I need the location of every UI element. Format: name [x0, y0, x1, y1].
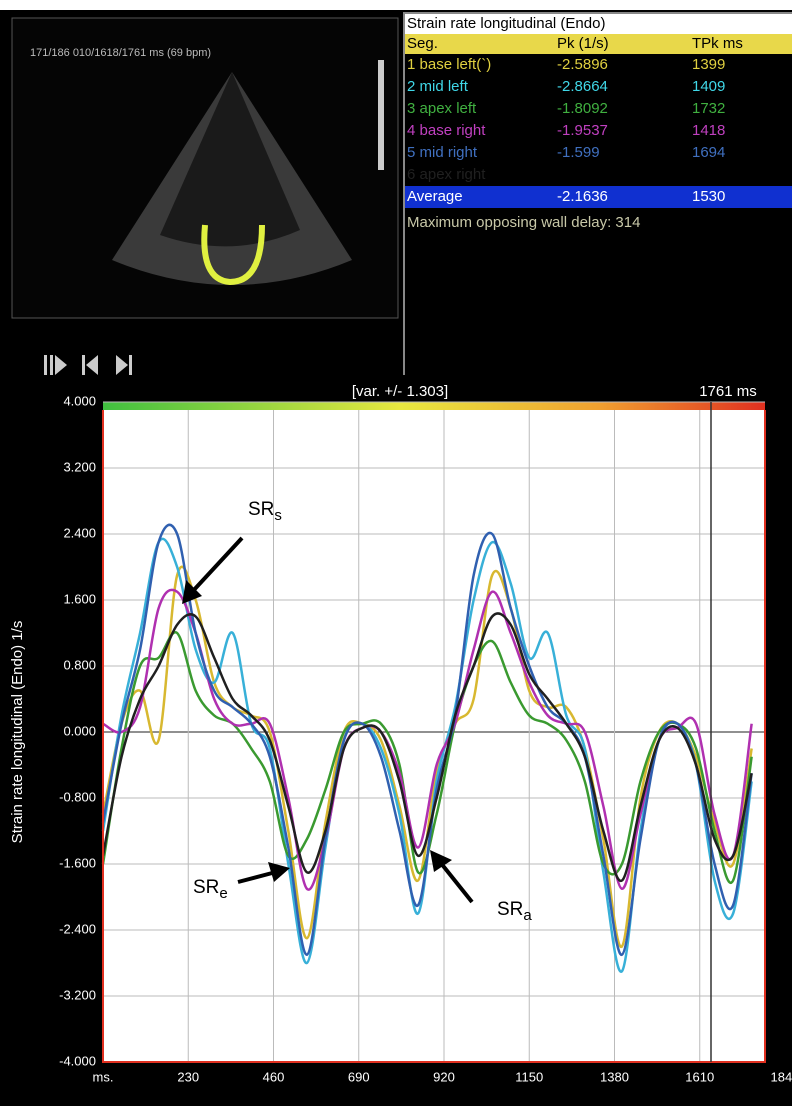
x-tick-label: 1150: [515, 1069, 543, 1084]
y-axis-label: Strain rate longitudinal (Endo) 1/s: [9, 621, 26, 844]
cell: 1409: [692, 78, 726, 95]
x-tick-label: 1380: [600, 1069, 629, 1084]
player-controls[interactable]: [44, 355, 132, 375]
cell: 1694: [692, 144, 726, 161]
series-line: [101, 565, 753, 948]
x-tick-label: 1610: [685, 1069, 714, 1084]
table-row: 6 apex right: [405, 164, 792, 186]
y-tick-label: -2.400: [59, 921, 96, 936]
cell: 6 apex right: [407, 166, 486, 183]
cell: 1399: [692, 56, 726, 73]
header-right: 1761 ms: [699, 383, 757, 400]
cell: -2.5896: [557, 56, 608, 73]
annotation-arrows: [190, 536, 474, 904]
cell: -1.599: [557, 144, 600, 161]
plot-frame: [102, 410, 766, 1063]
cell: -2.1636: [557, 188, 608, 205]
table-row: 1 base left(`) -2.5896 1399: [405, 54, 792, 76]
table-row: 2 mid left -2.8664 1409: [405, 76, 792, 98]
header-cell: Seg.: [407, 35, 438, 52]
cell: Average: [407, 188, 463, 205]
table-row: 3 apex left -1.8092 1732: [405, 98, 792, 120]
cell: 1 base left(`): [407, 56, 492, 73]
cell: -1.9537: [557, 122, 608, 139]
cell: 5 mid right: [407, 144, 478, 161]
y-tick-label: 0.800: [63, 657, 96, 672]
y-tick-label: -4.000: [59, 1053, 96, 1068]
ultrasound-cavity: [160, 72, 300, 247]
annotation: SRe: [193, 877, 228, 902]
y-tick-label: 4.000: [63, 393, 96, 408]
header-cell: Pk (1/s): [557, 35, 609, 52]
trace-region: [201, 224, 265, 286]
series-line: [101, 631, 753, 885]
x-tick-label: 920: [433, 1069, 455, 1084]
cell: 2 mid left: [407, 78, 468, 95]
cell: 1732: [692, 100, 726, 117]
x-tick-label: ms.: [93, 1069, 114, 1084]
x-tick-label: 460: [263, 1069, 285, 1084]
series-line: [101, 612, 753, 882]
gray-scale: [378, 60, 384, 170]
annotation: SRs: [248, 499, 282, 524]
table-title: Strain rate longitudinal (Endo): [405, 14, 792, 34]
arrow-heads: [182, 580, 452, 882]
table-row: 4 base right -1.9537 1418: [405, 120, 792, 142]
x-tick-label: 690: [348, 1069, 370, 1084]
results-table: Strain rate longitudinal (Endo) Seg. Pk …: [403, 12, 792, 375]
y-tick-label: -1.600: [59, 855, 96, 870]
header-left: [var. +/- 1.303]: [352, 383, 448, 400]
x-tick-label: 230: [177, 1069, 199, 1084]
y-tick-label: 3.200: [63, 459, 96, 474]
y-tick-label: 1.600: [63, 591, 96, 606]
average-row: Average -2.1636 1530: [405, 186, 792, 208]
y-tick-label: 0.000: [63, 723, 96, 738]
y-tick-label: -3.200: [59, 987, 96, 1002]
ultrasound-info: 171/186 010/1618/1761 ms (69 bpm): [30, 47, 211, 59]
annotation: SRa: [497, 899, 532, 924]
cell: 4 base right: [407, 122, 486, 139]
table-footer: Maximum opposing wall delay: 314: [407, 214, 641, 231]
cell: 1418: [692, 122, 726, 139]
quality-bar: [103, 402, 765, 410]
x-tick-label: 1840: [771, 1069, 792, 1084]
cell: -1.8092: [557, 100, 608, 117]
y-tick-label: -0.800: [59, 789, 96, 804]
cell: 3 apex left: [407, 100, 477, 117]
cell: -2.8664: [557, 78, 608, 95]
cell: 1530: [692, 188, 726, 205]
header-cell: TPk ms: [692, 35, 743, 52]
table-row: 5 mid right -1.599 1694: [405, 142, 792, 164]
series-line: [101, 523, 753, 957]
table-header: Seg. Pk (1/s) TPk ms: [405, 34, 792, 54]
y-tick-label: 2.400: [63, 525, 96, 540]
